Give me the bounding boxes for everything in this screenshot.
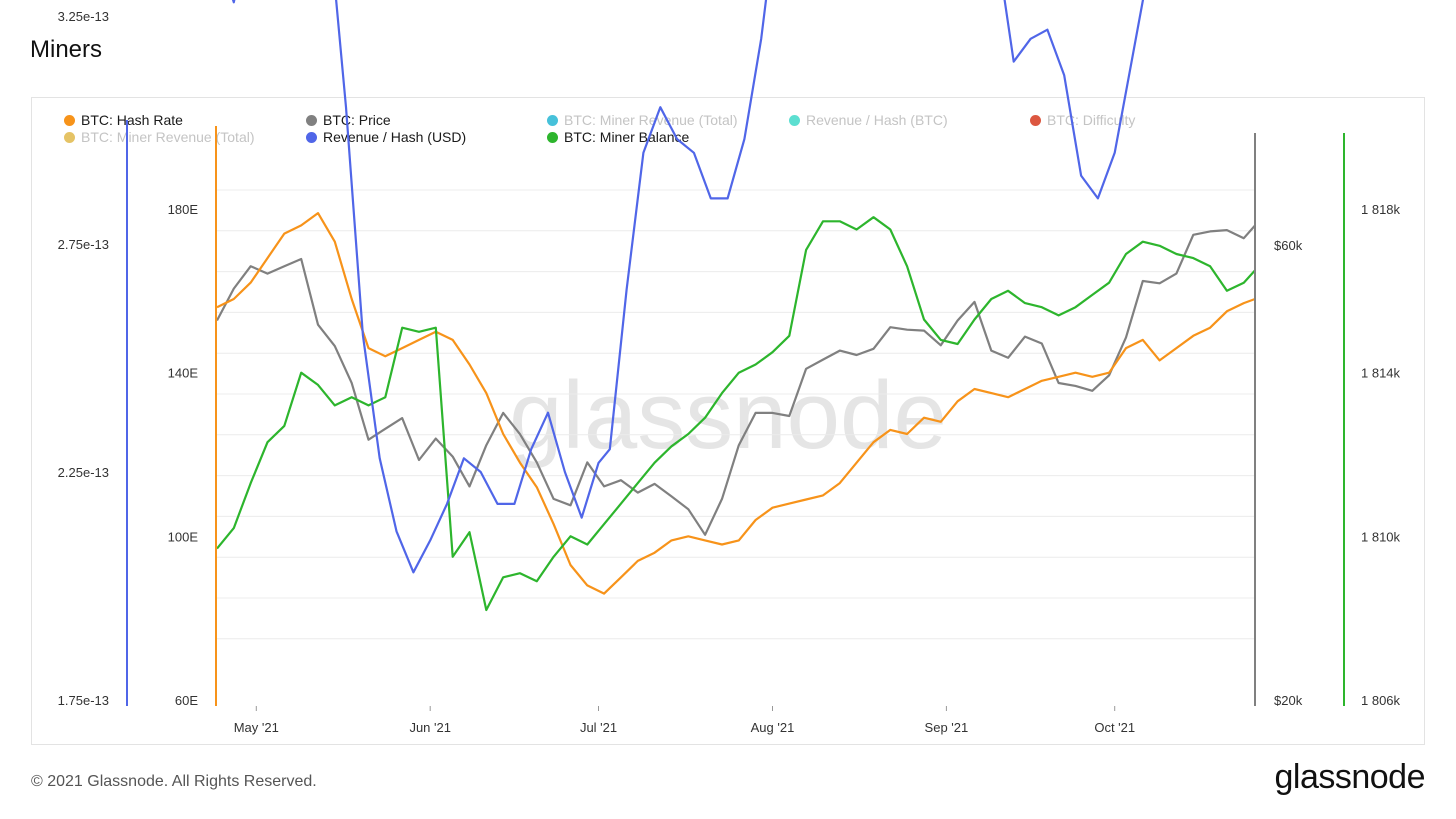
tick-label: 1.75e-13 <box>58 693 109 708</box>
tick-label: 2.75e-13 <box>58 237 109 252</box>
axes: 1.75e-132.25e-132.75e-133.25e-133.75e-13… <box>58 9 1401 735</box>
copyright-footer: © 2021 Glassnode. All Rights Reserved. <box>31 773 317 790</box>
legend-dot <box>789 114 800 126</box>
legend-item[interactable]: BTC: Miner Revenue (Total) <box>64 129 255 145</box>
legend-label: Revenue / Hash (BTC) <box>806 112 948 128</box>
page-title: Miners <box>30 36 103 63</box>
tick-label: 1 810k <box>1361 529 1401 544</box>
tick-label: 140E <box>168 366 199 381</box>
series-line <box>216 224 1256 536</box>
legend-dot <box>64 114 75 126</box>
legend-dot <box>64 131 75 143</box>
legend-label: BTC: Miner Revenue (Total) <box>564 112 738 128</box>
tick-label: May '21 <box>234 720 279 735</box>
legend-dot <box>547 114 558 126</box>
tick-label: $20k <box>1274 693 1303 708</box>
legend-item[interactable]: BTC: Miner Balance <box>547 129 689 145</box>
series-line <box>216 216 1256 612</box>
legend-item[interactable]: BTC: Difficulty <box>1030 112 1135 128</box>
tick-label: 180E <box>168 202 199 217</box>
legend-item[interactable]: BTC: Hash Rate <box>64 112 183 128</box>
legend-item[interactable]: BTC: Price <box>306 112 391 128</box>
tick-label: Jun '21 <box>409 720 451 735</box>
tick-label: 1 818k <box>1361 202 1401 217</box>
legend-label: BTC: Miner Revenue (Total) <box>81 129 255 145</box>
legend-label: BTC: Hash Rate <box>81 112 183 128</box>
legend-item[interactable]: Revenue / Hash (USD) <box>306 129 466 145</box>
tick-label: Jul '21 <box>580 720 617 735</box>
tick-label: 1 814k <box>1361 366 1401 381</box>
legend-label: BTC: Price <box>323 112 391 128</box>
legend-label: Revenue / Hash (USD) <box>323 129 467 145</box>
tick-label: Aug '21 <box>751 720 795 735</box>
tick-label: 2.25e-13 <box>58 465 109 480</box>
legend-dot <box>1030 114 1041 126</box>
tick-label: 1 806k <box>1361 693 1401 708</box>
legend-label: BTC: Miner Balance <box>564 129 690 145</box>
series-lines <box>216 0 1256 612</box>
tick-label: 60E <box>175 693 198 708</box>
tick-label: 3.25e-13 <box>58 9 109 24</box>
legend-dot <box>306 131 317 143</box>
tick-label: $60k <box>1274 238 1303 253</box>
legend-item[interactable]: Revenue / Hash (BTC) <box>789 112 948 128</box>
tick-label: Oct '21 <box>1094 720 1135 735</box>
tick-label: Sep '21 <box>925 720 969 735</box>
chart-frame <box>31 97 1425 745</box>
series-line <box>231 0 1145 574</box>
glassnode-logo: glassnode <box>1274 758 1425 796</box>
watermark: glassnode <box>509 362 947 469</box>
legend-dot <box>547 131 558 143</box>
tick-label: 100E <box>168 529 199 544</box>
legend-dot <box>306 114 317 126</box>
legend-label: BTC: Difficulty <box>1047 112 1136 128</box>
series-line <box>216 212 1256 595</box>
legend-item[interactable]: BTC: Miner Revenue (Total) <box>547 112 738 128</box>
